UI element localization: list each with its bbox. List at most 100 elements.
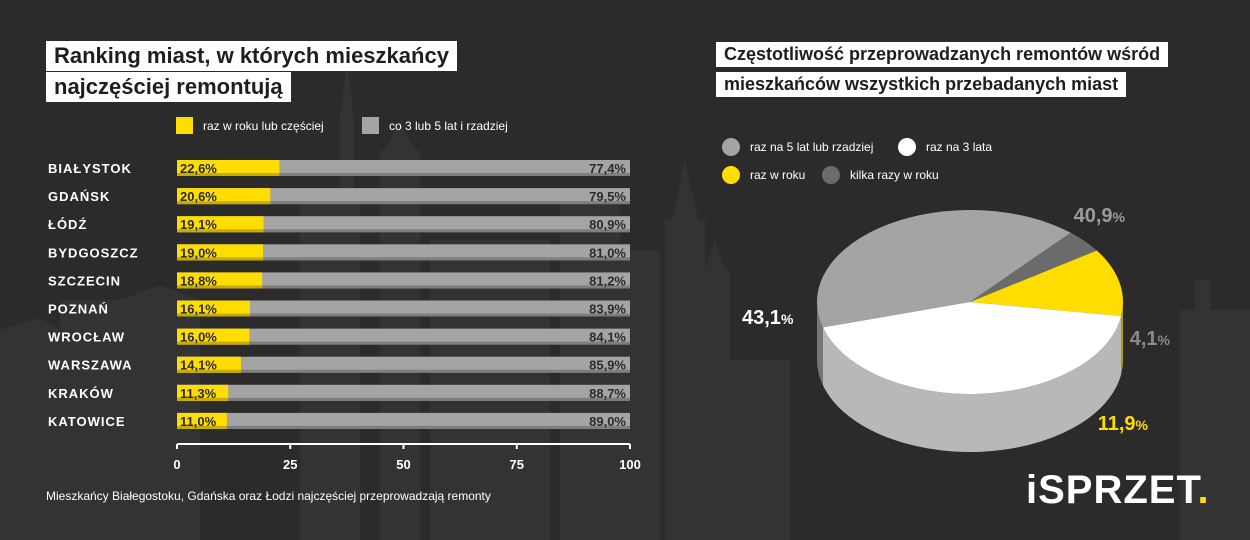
bar-rarely bbox=[177, 160, 630, 176]
bar-label-rarely: 84,1% bbox=[589, 330, 626, 345]
bar-yearly-shadow bbox=[177, 257, 264, 261]
bar-yearly bbox=[177, 244, 264, 261]
pie-slice bbox=[822, 302, 1122, 394]
bar-rarely bbox=[177, 272, 630, 289]
city-label: BYDGOSZCZ bbox=[48, 245, 139, 260]
bar-rarely bbox=[177, 244, 630, 261]
pie-slice bbox=[970, 232, 1097, 302]
x-tick-label: 0 bbox=[173, 457, 180, 472]
bar-yearly-shadow bbox=[177, 341, 250, 345]
bar-yearly-shadow bbox=[177, 285, 263, 289]
bar-label-yearly: 11,3% bbox=[180, 386, 217, 401]
bar-yearly bbox=[177, 384, 229, 401]
city-label: ŁÓDŹ bbox=[48, 217, 87, 232]
bar-label-yearly: 16,0% bbox=[180, 330, 217, 345]
bar-shadow bbox=[177, 341, 630, 345]
legend-label-yearly: raz w roku lub częściej bbox=[203, 118, 324, 133]
bar-shadow bbox=[177, 313, 630, 317]
pie-legend-item-5years: raz na 5 lat lub rzadziej bbox=[722, 138, 873, 156]
pie-side-wall bbox=[822, 316, 1122, 453]
bar-yearly bbox=[177, 272, 263, 289]
bar-rarely bbox=[177, 216, 630, 233]
bar-label-yearly: 18,8% bbox=[180, 273, 217, 288]
isprzet-logo: iSPRZET. bbox=[1026, 468, 1210, 512]
legend-label-rarely: co 3 lub 5 lat i rzadziej bbox=[389, 118, 508, 133]
bar-yearly-shadow bbox=[177, 313, 250, 317]
pie-legend-label-yearly: raz w roku bbox=[750, 168, 806, 182]
bar-yearly-shadow bbox=[177, 173, 280, 176]
city-label: WARSZAWA bbox=[48, 358, 133, 373]
bar-yearly bbox=[177, 160, 280, 176]
bar-label-yearly: 19,0% bbox=[180, 245, 217, 260]
bar-label-yearly: 14,1% bbox=[180, 358, 217, 373]
city-label: KRAKÓW bbox=[48, 386, 114, 401]
bar-label-yearly: 22,6% bbox=[180, 161, 217, 176]
bar-yearly bbox=[177, 412, 227, 429]
bar-yearly-shadow bbox=[177, 369, 241, 373]
frequency-title-line1: Częstotliwość przeprowadzanych remontów … bbox=[716, 42, 1169, 67]
legend-dot-white bbox=[898, 138, 916, 156]
bar-yearly bbox=[177, 216, 264, 233]
x-tick-label: 50 bbox=[396, 457, 410, 472]
city-label: POZNAŃ bbox=[48, 302, 109, 317]
bar-shadow bbox=[177, 173, 630, 176]
bar-label-rarely: 80,9% bbox=[589, 217, 626, 232]
bar-yearly bbox=[177, 356, 241, 373]
pie-legend-label-5years: raz na 5 lat lub rzadziej bbox=[750, 140, 874, 154]
city-label: KATOWICE bbox=[48, 414, 126, 429]
bar-yearly bbox=[177, 300, 250, 317]
bar-label-yearly: 20,6% bbox=[180, 189, 217, 204]
ranking-title-line1: Ranking miast, w których mieszkańcy bbox=[46, 41, 457, 71]
frequency-title-line2: mieszkańców wszystkich przebadanych mias… bbox=[716, 72, 1127, 97]
bar-shadow bbox=[177, 369, 630, 373]
bar-label-rarely: 79,5% bbox=[589, 189, 626, 204]
pie-legend-item-yearly: raz w roku bbox=[722, 166, 805, 184]
bar-rarely bbox=[177, 412, 630, 429]
bar-shadow bbox=[177, 201, 630, 205]
pie-legend-label-several: kilka razy w roku bbox=[850, 168, 939, 182]
city-label: SZCZECIN bbox=[48, 273, 121, 288]
bar-label-yearly: 16,1% bbox=[180, 302, 217, 317]
legend-dot-grey bbox=[722, 138, 740, 156]
pie-slice-label: 11,9% bbox=[1098, 413, 1149, 435]
bar-label-yearly: 19,1% bbox=[180, 217, 217, 232]
legend-item-yearly: raz w roku lub częściej bbox=[176, 117, 324, 134]
legend-dot-darkgrey bbox=[822, 166, 840, 184]
legend-swatch-grey bbox=[362, 117, 379, 134]
pie-side-wall bbox=[1121, 302, 1123, 375]
bar-rarely bbox=[177, 188, 630, 205]
bar-label-rarely: 81,0% bbox=[589, 245, 626, 260]
bar-shadow bbox=[177, 397, 630, 401]
bar-label-rarely: 81,2% bbox=[589, 273, 626, 288]
bar-label-rarely: 77,4% bbox=[589, 161, 626, 176]
x-tick-label: 100 bbox=[619, 457, 641, 472]
bar-yearly-shadow bbox=[177, 397, 229, 401]
pie-slice-label: 4,1% bbox=[1130, 328, 1171, 350]
legend-item-rarely: co 3 lub 5 lat i rzadziej bbox=[362, 117, 508, 134]
bar-rarely bbox=[177, 328, 630, 345]
pie-side-wall bbox=[817, 302, 823, 386]
bar-label-rarely: 88,7% bbox=[589, 386, 626, 401]
renovation-frequency-pie-chart: 40,9% 4,1% 11,9% 43,1% bbox=[742, 205, 1171, 453]
bar-yearly bbox=[177, 328, 250, 345]
legend-dot-yellow bbox=[722, 166, 740, 184]
pie-legend-item-several: kilka razy w roku bbox=[822, 166, 939, 184]
bar-yearly bbox=[177, 188, 271, 205]
bar-yearly-shadow bbox=[177, 229, 264, 233]
bar-label-rarely: 89,0% bbox=[589, 414, 626, 429]
city-label: GDAŃSK bbox=[48, 189, 110, 204]
bar-label-rarely: 83,9% bbox=[589, 302, 626, 317]
footnote: Mieszkańcy Białegostoku, Gdańska oraz Ło… bbox=[46, 489, 491, 503]
bar-rarely bbox=[177, 300, 630, 317]
bar-shadow bbox=[177, 257, 630, 261]
city-label: WROCŁAW bbox=[48, 330, 125, 345]
bar-rarely bbox=[177, 384, 630, 401]
bar-shadow bbox=[177, 229, 630, 233]
city-label: BIAŁYSTOK bbox=[48, 161, 132, 176]
pie-slice-label: 40,9% bbox=[1074, 205, 1126, 227]
pie-legend-label-3years: raz na 3 lata bbox=[926, 140, 993, 154]
bar-shadow bbox=[177, 285, 630, 289]
pie-legend-item-3years: raz na 3 lata bbox=[898, 138, 992, 156]
ranking-title-line2: najczęściej remontują bbox=[46, 72, 291, 102]
